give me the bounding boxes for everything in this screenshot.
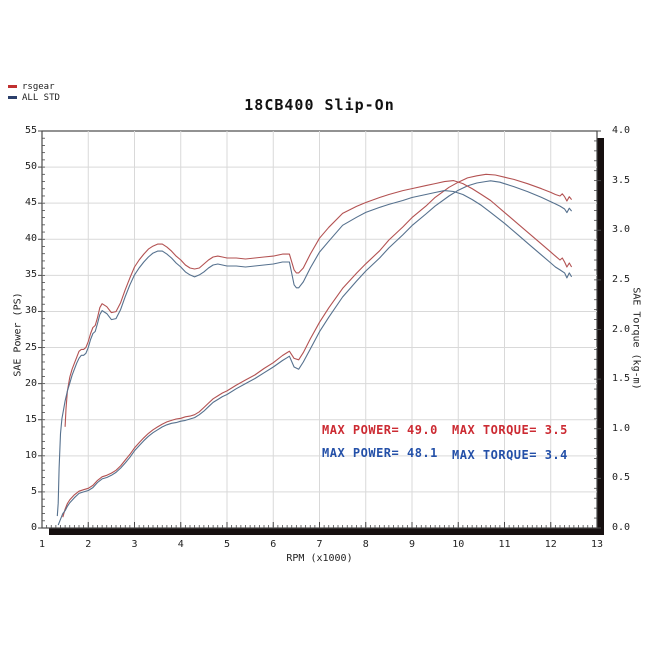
y-left-tick-label: 5 xyxy=(30,485,37,497)
y-right-tick-label: 4.0 xyxy=(612,125,631,136)
y-axis-left-title: SAE Power (PS) xyxy=(12,292,24,377)
y-right-tick-label: 0.0 xyxy=(612,522,631,533)
x-tick-label: 6 xyxy=(270,539,277,550)
annotation-max-power-std: MAX POWER= 48.1 xyxy=(322,446,438,460)
legend-item-rsgear: rsgear xyxy=(8,81,60,92)
legend: rsgear ALL STD xyxy=(8,81,60,103)
y-left-tick-label: 25 xyxy=(24,341,37,353)
curve-rsgear-power-ps- xyxy=(62,173,573,518)
annotation-max-torque-rsgear: MAX TORQUE= 3.5 xyxy=(452,423,568,437)
curve-all-std-power-ps- xyxy=(57,180,573,526)
y-right-tick-label: 3.5 xyxy=(612,174,631,186)
x-tick-label: 12 xyxy=(544,539,557,550)
legend-label-all-std: ALL STD xyxy=(22,92,60,103)
y-left-tick-label: 40 xyxy=(24,233,37,245)
y-right-tick-label: 1.0 xyxy=(612,422,631,434)
y-left-tick-label: 45 xyxy=(24,197,37,209)
annotation-max-torque-std: MAX TORQUE= 3.4 xyxy=(452,448,568,462)
curve-rsgear-torque-kg-m- xyxy=(64,180,573,427)
y-right-tick-label: 2.0 xyxy=(612,323,631,335)
legend-label-rsgear: rsgear xyxy=(22,81,55,92)
y-left-tick-label: 10 xyxy=(24,449,37,461)
x-tick-label: 7 xyxy=(316,539,323,550)
x-tick-label: 4 xyxy=(177,539,184,550)
y-right-tick-label: 0.5 xyxy=(612,472,631,484)
curve-all-std-torque-kg-m- xyxy=(56,190,573,517)
x-tick-label: 2 xyxy=(85,539,92,550)
y-left-tick-label: 15 xyxy=(24,413,37,425)
chart-title: 18CB400 Slip-On xyxy=(244,96,395,114)
y-right-tick-label: 2.5 xyxy=(612,273,631,285)
rsgear-line-swatch-icon xyxy=(8,85,17,88)
x-tick-label: 10 xyxy=(452,539,465,550)
y-right-tick-label: 1.5 xyxy=(612,373,631,385)
x-axis-title: RPM (x1000) xyxy=(286,553,353,564)
annotation-max-power-rsgear: MAX POWER= 49.0 xyxy=(322,423,438,437)
x-tick-label: 13 xyxy=(590,539,604,550)
x-tick-label: 9 xyxy=(408,539,416,550)
y-right-tick-label: 3.0 xyxy=(612,224,631,236)
x-tick-label: 3 xyxy=(131,539,138,550)
x-tick-label: 1 xyxy=(38,539,46,550)
x-tick-label: 5 xyxy=(223,539,231,550)
all-std-line-swatch-icon xyxy=(8,96,17,99)
y-left-tick-label: 55 xyxy=(24,125,37,136)
y-left-tick-label: 0 xyxy=(30,522,37,533)
y-left-tick-label: 30 xyxy=(24,305,37,317)
y-left-tick-label: 20 xyxy=(24,377,37,389)
x-tick-label: 11 xyxy=(498,539,511,550)
y-left-tick-label: 35 xyxy=(24,269,37,281)
y-left-tick-label: 50 xyxy=(24,161,37,173)
x-tick-label: 8 xyxy=(362,539,369,550)
legend-item-all-std: ALL STD xyxy=(8,92,60,103)
